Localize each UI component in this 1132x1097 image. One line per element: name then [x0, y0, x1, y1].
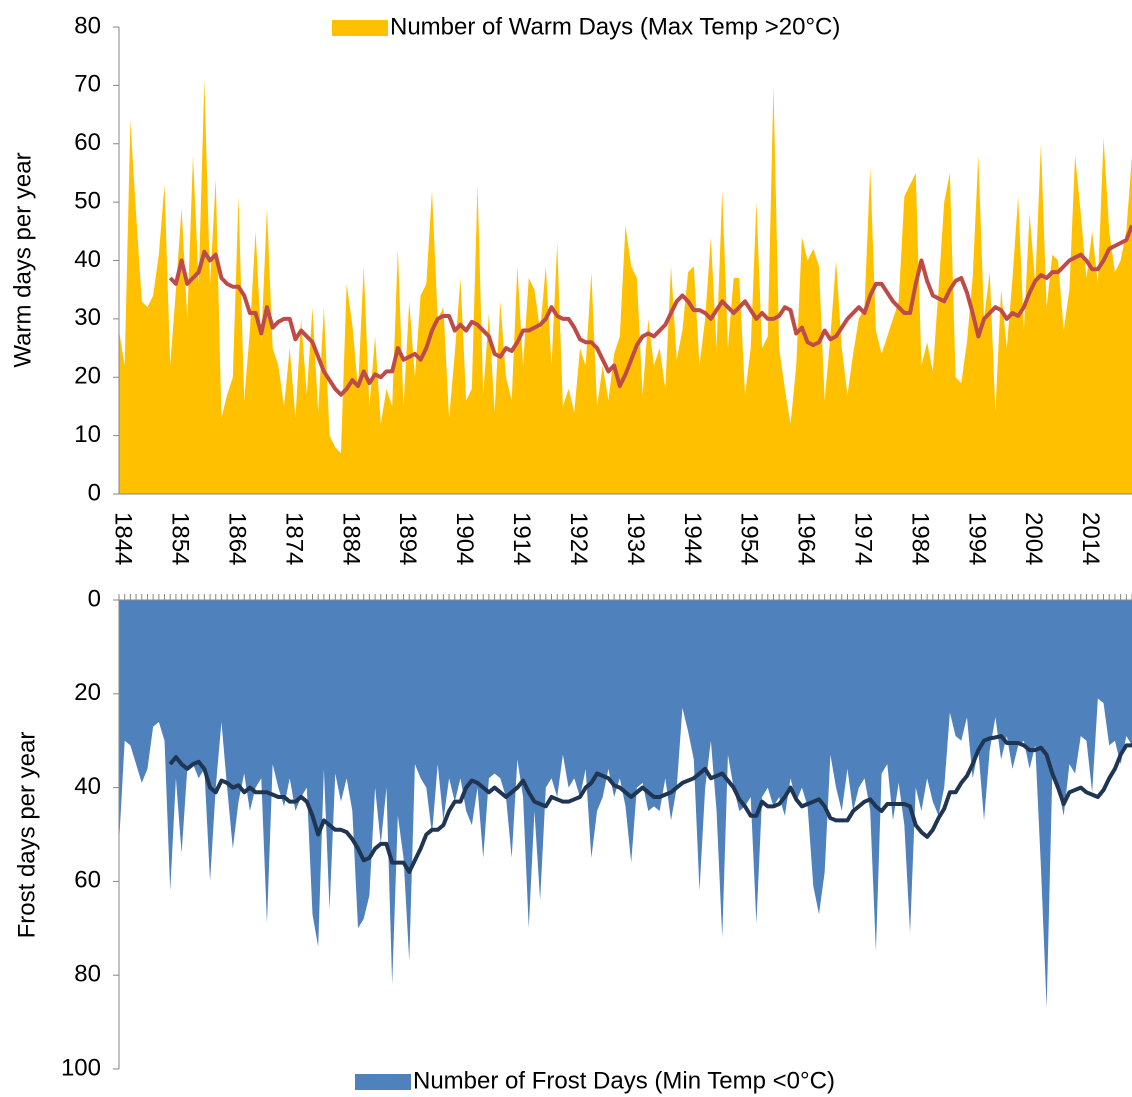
y-tick-label: 50 [74, 187, 101, 214]
y-axis-title: Warm days per year [9, 152, 36, 367]
x-tick-label: 1904 [451, 512, 478, 565]
y-tick-label: 30 [74, 304, 101, 331]
x-tick-label: 1894 [394, 512, 421, 565]
y-tick-label: 80 [74, 12, 101, 39]
x-tick-label: 1854 [167, 512, 194, 565]
x-tick-label: 1934 [622, 512, 649, 565]
area [119, 79, 1132, 494]
x-tick-label: 2004 [1020, 512, 1047, 565]
x-tick-label: 2014 [1077, 512, 1104, 565]
legend-swatch [332, 20, 388, 36]
y-tick-label: 10 [74, 421, 101, 448]
y-axis-title: Frost days per year [13, 732, 40, 939]
moving-average-line [168, 224, 1132, 397]
x-tick-label: 1944 [679, 512, 706, 565]
x-tick-label: 1874 [280, 512, 307, 565]
y-tick-label: 60 [74, 867, 101, 894]
y-tick-label: 80 [74, 961, 101, 988]
x-tick-label: 1974 [849, 512, 876, 565]
y-tick-label: 100 [61, 1054, 101, 1081]
y-tick-label: 40 [74, 773, 101, 800]
area [119, 600, 1132, 1009]
x-tick-label: 1954 [736, 512, 763, 565]
x-tick-label: 1964 [793, 512, 820, 565]
moving-average-line [168, 734, 1132, 875]
y-tick-label: 20 [74, 679, 101, 706]
x-tick-label: 1984 [906, 512, 933, 565]
y-tick-label: 0 [88, 585, 101, 612]
y-tick-label: 60 [74, 129, 101, 156]
y-tick-label: 70 [74, 71, 101, 98]
y-tick-label: 40 [74, 246, 101, 273]
x-tick-label: 1864 [223, 512, 250, 565]
x-tick-label: 1994 [963, 512, 990, 565]
x-tick-label: 1914 [508, 512, 535, 565]
y-tick-label: 20 [74, 363, 101, 390]
legend-swatch [355, 1074, 411, 1090]
x-tick-label: 1844 [110, 512, 137, 565]
x-tick-label: 1884 [337, 512, 364, 565]
x-tick-label: 1924 [565, 512, 592, 565]
legend-label: Number of Frost Days (Min Temp <0°C) [413, 1067, 835, 1094]
y-tick-label: 0 [88, 479, 101, 506]
legend-label: Number of Warm Days (Max Temp >20°C) [390, 13, 840, 40]
